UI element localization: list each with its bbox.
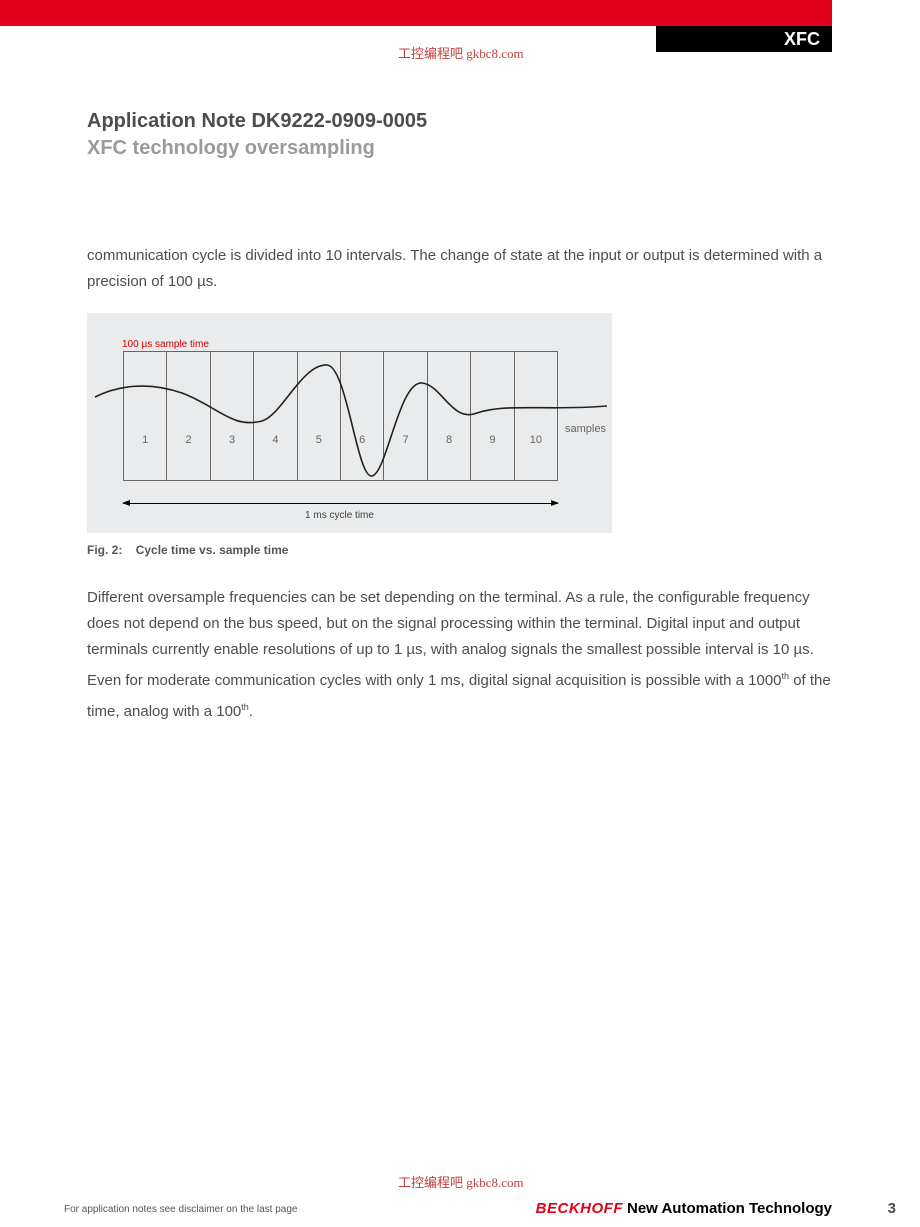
footer-brand: BECKHOFFNew Automation Technology: [536, 1200, 832, 1217]
paragraph-2: Different oversample frequencies can be …: [87, 585, 832, 725]
sample-time-label: 100 µs sample time: [122, 339, 209, 350]
watermark-top: 工控编程吧 gkbc8.com: [398, 43, 524, 62]
brand-tagline: New Automation Technology: [627, 1200, 832, 1217]
figure-caption-text: Cycle time vs. sample time: [136, 543, 289, 557]
signal-curve: [87, 351, 612, 481]
paragraph-1: communication cycle is divided into 10 i…: [87, 243, 832, 295]
figure-caption-prefix: Fig. 2:: [87, 543, 122, 557]
cycle-time-label: 1 ms cycle time: [87, 510, 592, 521]
para2-sup1: th: [782, 671, 790, 681]
brand-logo-text: BECKHOFF: [536, 1200, 623, 1217]
figure-caption: Fig. 2: Cycle time vs. sample time: [87, 543, 288, 557]
doc-title: Application Note DK9222-0909-0005: [87, 110, 832, 133]
cycle-time-arrow: [123, 503, 558, 504]
page-number: 3: [888, 1200, 896, 1217]
watermark-bottom: 工控编程吧 gkbc8.com: [398, 1172, 524, 1191]
para2-c: .: [249, 703, 253, 720]
title-block: Application Note DK9222-0909-0005 XFC te…: [87, 110, 832, 160]
header-badge: XFC: [656, 26, 832, 52]
figure-diagram: 100 µs sample time 12345678910 samples 1…: [87, 313, 612, 533]
footer-disclaimer: For application notes see disclaimer on …: [64, 1204, 297, 1215]
para2-sup2: th: [241, 702, 249, 712]
para2-a: Different oversample frequencies can be …: [87, 589, 814, 689]
header-red-bar: [0, 0, 832, 26]
doc-subtitle: XFC technology oversampling: [87, 137, 832, 160]
